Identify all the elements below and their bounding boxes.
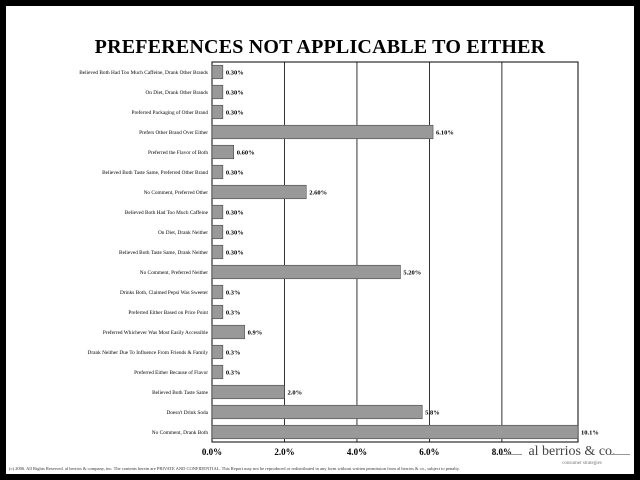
data-label: 5.20% [403, 270, 421, 277]
bar [211, 84, 224, 100]
value-labels: 0.30% 0.30% 0.30% 6.10% 0.60% 0.30% 2.60% 0.30%… [226, 70, 599, 437]
bar [211, 304, 224, 320]
category-label: No Comment, Drank Both [152, 430, 209, 436]
bar [211, 244, 224, 260]
data-label: 0.30% [226, 170, 244, 177]
bar [211, 164, 224, 180]
bar [211, 384, 285, 400]
data-label: 10.1% [581, 430, 599, 437]
data-label: 0.30% [226, 70, 244, 77]
bar [211, 144, 234, 160]
category-label: Doesn't Drink Soda [166, 410, 208, 416]
data-label: 0.9% [248, 330, 263, 337]
data-label: 5.8% [425, 410, 440, 417]
category-label: Preferred Packaging of Other Brand [132, 109, 209, 116]
brand-rule [502, 454, 522, 455]
gridlines [284, 62, 503, 442]
category-label: On Diet, Drank Other Brands [145, 90, 208, 96]
category-label: Preferred the Flavor of Both [148, 149, 208, 156]
data-label: 0.60% [237, 150, 255, 157]
bar [211, 324, 245, 340]
x-tick-label: 6.0% [419, 447, 439, 457]
category-label: No Comment, Preferred Neither [140, 269, 208, 276]
x-tick-label: 0.0% [202, 447, 222, 457]
copyright-footer: (c) 2006. All Rights Reserved. al berrio… [9, 466, 460, 471]
category-label: Preferred Whichever Was Most Easily Acce… [103, 329, 209, 336]
x-tick-label: 2.0% [274, 447, 294, 457]
data-label: 0.30% [226, 90, 244, 97]
category-label: On Diet, Drank Neither [158, 230, 208, 236]
data-label: 0.3% [226, 290, 241, 297]
category-label: No Comment, Preferred Other [144, 189, 209, 196]
category-label: Believed Both Had Too Much Caffeine, Dra… [79, 69, 208, 76]
data-label: 2.0% [287, 390, 302, 397]
data-label: 6.10% [436, 130, 454, 137]
bar [211, 104, 224, 120]
data-label: 0.3% [226, 350, 241, 357]
bar [211, 284, 224, 300]
category-label: Prefers Other Brand Over Either [139, 129, 208, 136]
chart-title: PREFERENCES NOT APPLICABLE TO EITHER [94, 36, 546, 58]
category-label: Preferred Either Because of Flavor [134, 369, 208, 376]
x-tick-label: 4.0% [347, 447, 367, 457]
bar [211, 204, 224, 220]
bar [211, 424, 579, 440]
category-labels: Believed Both Had Too Much Caffeine, Dra… [79, 69, 208, 436]
bar [211, 344, 224, 360]
data-label: 0.3% [226, 310, 241, 317]
category-label: Preferred Either Based on Price Point [128, 309, 208, 316]
data-label: 0.30% [226, 230, 244, 237]
data-label: 0.3% [226, 370, 241, 377]
bar [211, 404, 423, 420]
brand-logo: al berrios & co. [528, 444, 616, 459]
bar [211, 264, 401, 280]
data-label: 0.30% [226, 210, 244, 217]
x-tick-label: 8.0% [492, 447, 512, 457]
category-label: Drinks Both, Claimed Pepsi Was Sweeter [120, 290, 208, 296]
bar [211, 124, 434, 140]
bar [211, 364, 224, 380]
category-label: Believed Both Taste Same [152, 390, 209, 396]
bar [211, 64, 224, 80]
data-label: 0.30% [226, 250, 244, 257]
category-label: Believed Both Had Too Much Caffeine [125, 209, 209, 216]
brand-tagline: consumer strategies [562, 461, 602, 466]
bars [211, 64, 579, 440]
bar [211, 184, 307, 200]
category-label: Drank Neither Due To Influence From Frie… [88, 349, 209, 356]
x-tick-labels: 0.0% 2.0% 4.0% 6.0% 8.0% [202, 447, 512, 457]
slide: PREFERENCES NOT APPLICABLE TO EITHER Bel… [6, 6, 634, 474]
category-label: Believed Both Taste Same, Preferred Othe… [102, 169, 208, 176]
category-label: Believed Both Taste Same, Drank Neither [119, 250, 208, 256]
brand-rule [610, 454, 630, 455]
bar [211, 224, 224, 240]
bar-chart: Believed Both Had Too Much Caffeine, Dra… [79, 61, 599, 457]
data-label: 2.60% [309, 190, 327, 197]
data-label: 0.30% [226, 110, 244, 117]
